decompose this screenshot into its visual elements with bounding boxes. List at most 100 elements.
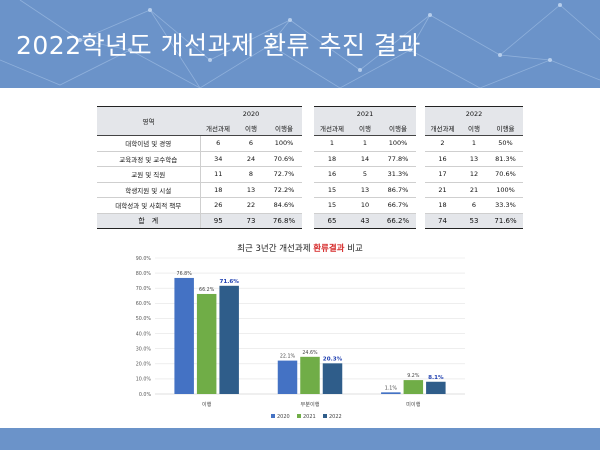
cell: 24 <box>236 151 266 167</box>
chart-title-prefix: 최근 3년간 개선과제 <box>237 244 314 254</box>
table-row: 대학이념 및 경영 6 6 100% <box>97 135 302 152</box>
cell: 50% <box>488 135 523 152</box>
table-row: 16 13 81.3% <box>425 151 523 167</box>
cell: 1 <box>314 135 350 152</box>
bar-2020 <box>381 392 401 394</box>
cell: 18 <box>425 197 460 214</box>
sub-header-done: 이행 <box>460 121 488 136</box>
cell: 43 <box>350 212 380 229</box>
total-row: 74 53 71.6% <box>425 212 523 229</box>
cell: 34 <box>199 151 236 167</box>
cell: 13 <box>350 182 380 198</box>
cell: 71.6% <box>488 212 523 229</box>
legend-label: 2021 <box>303 414 316 420</box>
y-tick-label: 50.0% <box>136 316 152 322</box>
data-label: 66.2% <box>199 287 215 293</box>
x-tick-label: 이행 <box>202 400 212 408</box>
y-tick-label: 20.0% <box>136 362 152 368</box>
cell: 17 <box>425 166 460 183</box>
legend-label: 2022 <box>329 414 342 420</box>
table-2020: 영역 2020 개선과제 이행 이행율 대학이념 및 경영 6 6 100% 교육과정… <box>97 106 302 229</box>
cell: 31.3% <box>380 166 416 183</box>
year-header-2022: 2022 <box>425 106 523 121</box>
row-label: 교원 및 직원 <box>97 166 200 183</box>
row-label: 학생지원 및 시설 <box>97 182 200 198</box>
cell: 70.6% <box>266 151 302 167</box>
table-row: 교원 및 직원 11 8 72.7% <box>97 166 302 183</box>
cell: 100% <box>488 182 523 198</box>
table-row: 17 12 70.6% <box>425 166 523 183</box>
cell: 1 <box>460 135 488 152</box>
cell: 13 <box>460 151 488 167</box>
cell: 77.8% <box>380 151 416 167</box>
table-row: 16 5 31.3% <box>314 166 416 183</box>
sub-header-done: 이행 <box>236 121 266 136</box>
data-label: 22.1% <box>280 354 296 360</box>
cell: 1 <box>350 135 380 152</box>
sub-header-tasks: 개선과제 <box>314 121 350 136</box>
y-tick-label: 40.0% <box>136 331 152 337</box>
comparison-bar-chart: 0.0% 10.0% 20.0% 30.0% 40.0% 50.0% 60.0% 70.0% 8… <box>136 256 465 420</box>
bar-2020 <box>174 277 194 394</box>
y-tick-label: 90.0% <box>136 256 152 262</box>
legend-swatch <box>323 414 327 418</box>
page-title: 2022학년도 개선과제 환류 추진 결과 <box>16 31 421 60</box>
data-label: 76.8% <box>177 271 193 277</box>
y-tick-label: 60.0% <box>136 301 152 307</box>
data-label: 1.1% <box>385 385 398 391</box>
footer-band <box>0 428 600 450</box>
chart-title-suffix: 비교 <box>344 244 363 254</box>
cell: 8 <box>236 166 266 183</box>
cell: 5 <box>350 166 380 183</box>
table-row: 교육과정 및 교수학습 34 24 70.6% <box>97 151 302 167</box>
data-label: 20.3% <box>323 356 343 362</box>
cell: 6 <box>460 197 488 214</box>
cell: 65 <box>314 212 350 229</box>
cell: 66.2% <box>380 212 416 229</box>
cell: 33.3% <box>488 197 523 214</box>
cell: 11 <box>199 166 236 183</box>
year-header-2021: 2021 <box>314 106 416 121</box>
cell: 72.2% <box>266 182 302 198</box>
cell: 100% <box>266 135 302 152</box>
cell: 18 <box>314 151 350 167</box>
cell: 73 <box>236 212 266 229</box>
bar-2020 <box>277 360 298 394</box>
total-row: 65 43 66.2% <box>314 212 416 229</box>
area-header: 영역 <box>97 106 200 136</box>
cell: 53 <box>460 212 488 229</box>
total-row: 합 계 95 73 76.8% <box>97 212 302 229</box>
cell: 16 <box>425 151 460 167</box>
row-label: 대학이념 및 경영 <box>97 135 200 152</box>
cell: 26 <box>199 197 236 214</box>
cell: 66.7% <box>380 197 416 214</box>
cell: 18 <box>199 182 236 198</box>
cell: 15 <box>314 197 350 214</box>
cell: 74 <box>425 212 460 229</box>
table-row: 15 13 86.7% <box>314 182 416 198</box>
cell: 13 <box>236 182 266 198</box>
table-row: 대학성과 및 사회적 책무 26 22 84.6% <box>97 197 302 214</box>
table-row: 학생지원 및 시설 18 13 72.2% <box>97 182 302 198</box>
x-tick-label: 부분이행 <box>300 400 319 408</box>
data-label: 9.2% <box>407 373 420 379</box>
sub-header-rate: 이행율 <box>488 121 523 136</box>
cell: 6 <box>236 135 266 152</box>
network-pattern <box>0 0 600 88</box>
cell: 70.6% <box>488 166 523 183</box>
table-row: 21 21 100% <box>425 182 523 198</box>
y-tick-label: 0.0% <box>139 392 152 398</box>
data-label: 8.1% <box>428 375 444 381</box>
title-banner: 2022학년도 개선과제 환류 추진 결과 <box>0 0 600 88</box>
cell: 72.7% <box>266 166 302 183</box>
table-row: 2 1 50% <box>425 135 523 152</box>
cell: 10 <box>350 197 380 214</box>
total-label: 합 계 <box>97 212 200 229</box>
bar-2022 <box>426 381 446 394</box>
cell: 22 <box>236 197 266 214</box>
cell: 84.6% <box>266 197 302 214</box>
cell: 14 <box>350 151 380 167</box>
y-tick-label: 30.0% <box>136 346 152 352</box>
cell: 21 <box>425 182 460 198</box>
y-tick-label: 80.0% <box>136 271 152 277</box>
